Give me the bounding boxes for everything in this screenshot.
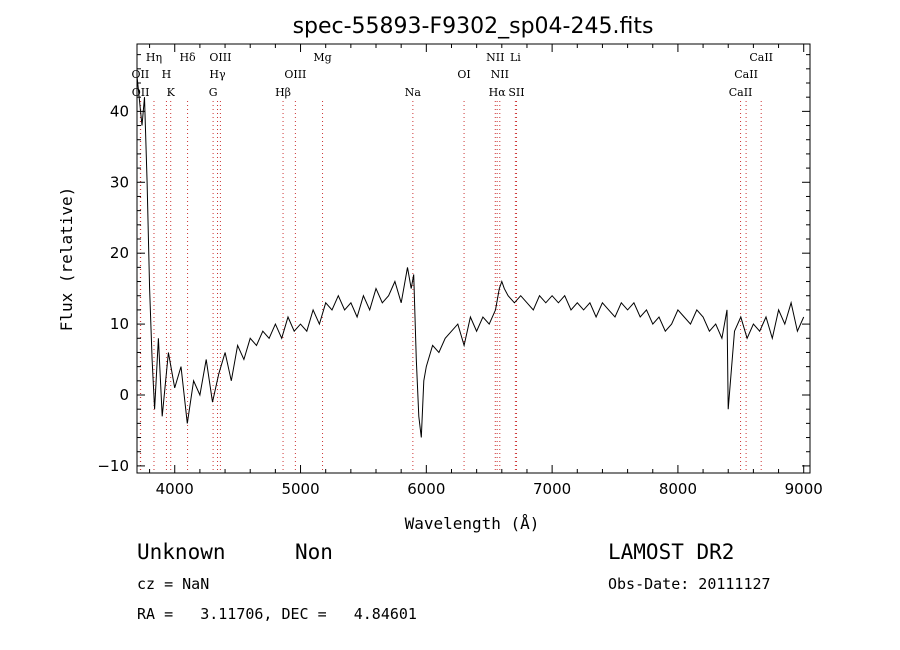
survey-name: LAMOST DR2 (608, 540, 735, 564)
line-label: OII (132, 68, 150, 81)
line-label: Mg (313, 51, 331, 64)
y-tick-label: 20 (110, 244, 129, 262)
line-label: OII (132, 86, 150, 99)
redshift-cz: cz = NaN (137, 575, 210, 593)
y-tick-label: 0 (119, 386, 129, 404)
line-label: Hγ (209, 68, 226, 81)
line-label: Hη (146, 51, 162, 64)
line-label: G (209, 86, 218, 99)
y-tick-label: −10 (97, 457, 129, 475)
axis-ticks: 4000 5000 6000 7000 8000 9000 −10 0 10 20 30 40 (97, 44, 823, 498)
x-tick-label: 9000 (785, 480, 823, 498)
line-label: OIII (284, 68, 306, 81)
line-label: K (167, 86, 176, 99)
y-tick-label: 40 (110, 102, 129, 120)
obs-date: Obs-Date: 20111127 (608, 575, 771, 593)
line-label: Hα (489, 86, 507, 99)
line-label: NII (486, 51, 504, 64)
line-label: CaII (749, 51, 773, 64)
spectral-class: Unknown (137, 540, 226, 564)
y-axis-label: Flux (relative) (57, 187, 76, 332)
line-label: Hδ (179, 51, 196, 64)
line-label: H (162, 68, 172, 81)
x-tick-label: 7000 (533, 480, 571, 498)
x-tick-label: 6000 (407, 480, 445, 498)
line-label: OIII (209, 51, 231, 64)
line-label: OI (457, 68, 470, 81)
ra-dec-coordinates: RA = 3.11706, DEC = 4.84601 (137, 605, 417, 623)
x-axis-label: Wavelength (Å) (405, 514, 540, 533)
spectrum-series-line (136, 75, 805, 438)
chart-title: spec-55893-F9302_sp04-245.fits (293, 14, 654, 39)
y-tick-label: 30 (110, 173, 129, 191)
line-label: Hβ (275, 86, 291, 99)
x-tick-label: 4000 (156, 480, 194, 498)
line-label: NII (491, 68, 509, 81)
line-label: SII (508, 86, 524, 99)
x-tick-label: 5000 (281, 480, 319, 498)
x-tick-label: 8000 (659, 480, 697, 498)
line-label: CaII (729, 86, 753, 99)
plot-frame (136, 43, 811, 474)
line-label: CaII (734, 68, 758, 81)
spectral-subclass: Non (295, 540, 333, 564)
line-label: Li (510, 51, 521, 64)
line-label: Na (405, 86, 422, 99)
y-tick-label: 10 (110, 315, 129, 333)
